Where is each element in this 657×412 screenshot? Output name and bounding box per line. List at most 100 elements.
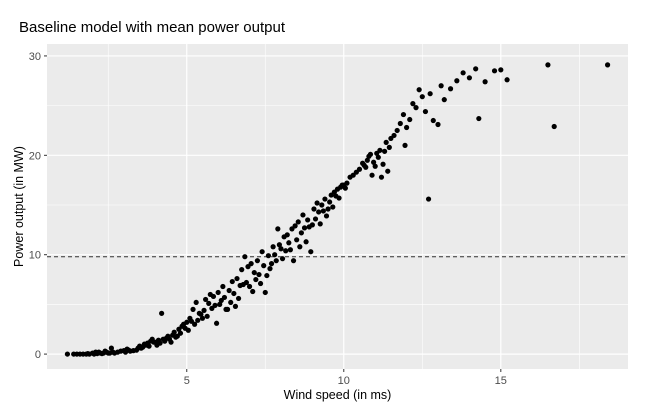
data-point: [168, 339, 174, 345]
data-point: [279, 256, 286, 262]
data-point: [364, 157, 370, 163]
data-point: [367, 151, 374, 157]
data-point: [498, 67, 504, 73]
data-point: [403, 124, 410, 131]
data-point: [301, 225, 308, 231]
data-point: [402, 142, 408, 148]
data-point: [204, 313, 210, 319]
data-point: [159, 310, 165, 316]
y-tick-label: 20: [29, 150, 41, 162]
data-point: [212, 302, 218, 308]
y-tick-label: 30: [29, 51, 41, 63]
data-point: [422, 108, 429, 115]
data-point: [369, 172, 375, 178]
data-point: [371, 159, 377, 165]
data-point: [298, 230, 304, 236]
data-point: [283, 248, 289, 254]
data-point: [215, 289, 221, 296]
data-point: [253, 276, 259, 283]
data-point: [250, 288, 256, 295]
x-tick-label: 15: [495, 375, 507, 387]
data-point: [482, 79, 488, 85]
data-point: [229, 278, 235, 285]
data-point: [427, 91, 433, 97]
data-point: [317, 221, 323, 227]
data-point: [438, 83, 444, 89]
data-point: [435, 121, 441, 128]
data-point: [447, 86, 454, 92]
data-point: [305, 217, 311, 223]
data-point: [290, 258, 297, 264]
data-point: [199, 315, 206, 321]
data-point: [473, 66, 479, 72]
x-tick-label: 5: [184, 375, 190, 387]
data-point: [391, 132, 397, 139]
data-point: [378, 174, 385, 180]
data-point: [309, 222, 315, 228]
data-point: [330, 204, 336, 210]
data-point: [604, 62, 611, 68]
data-point: [286, 240, 292, 246]
data-point: [386, 144, 392, 150]
data-point: [314, 200, 320, 206]
data-point: [303, 239, 309, 245]
data-point: [265, 253, 272, 259]
data-point: [228, 299, 234, 306]
data-point: [394, 127, 400, 134]
data-point: [382, 148, 388, 154]
x-tick-label: 10: [338, 375, 350, 387]
data-point: [267, 266, 273, 272]
x-axis-ticks: 5 10 15: [184, 369, 507, 387]
data-point: [220, 283, 226, 290]
data-point: [251, 269, 257, 276]
data-point: [416, 87, 422, 93]
data-point: [242, 254, 248, 260]
data-point: [239, 267, 245, 273]
data-point: [297, 244, 303, 250]
data-point: [460, 70, 466, 76]
data-point: [400, 111, 407, 118]
data-points: [64, 62, 611, 357]
data-point: [336, 195, 342, 201]
y-axis-ticks: 0 10 20 30: [29, 51, 47, 361]
data-point: [195, 317, 201, 323]
data-point: [551, 123, 557, 130]
y-tick-label: 10: [29, 250, 41, 262]
data-point: [312, 216, 319, 222]
data-point: [344, 180, 350, 186]
data-point: [232, 303, 239, 309]
data-point: [108, 345, 114, 351]
data-point: [363, 164, 369, 170]
data-point: [278, 246, 284, 252]
data-point: [202, 296, 209, 303]
data-point: [383, 139, 389, 145]
data-point: [146, 343, 152, 349]
data-point: [385, 168, 391, 174]
data-point: [397, 120, 403, 127]
data-point: [410, 101, 416, 107]
data-point: [273, 258, 279, 264]
data-point: [157, 340, 163, 346]
data-point: [262, 289, 268, 296]
data-point: [287, 247, 293, 253]
data-point: [319, 202, 325, 208]
minor-gridlines: [47, 44, 628, 369]
data-point: [320, 208, 326, 214]
data-point: [342, 185, 348, 191]
data-point: [372, 163, 378, 169]
plot-panel: [47, 44, 628, 369]
data-point: [292, 223, 298, 229]
data-point: [491, 68, 498, 74]
data-point: [466, 75, 473, 81]
data-point: [284, 232, 290, 238]
data-point: [210, 293, 217, 300]
data-point: [476, 115, 482, 122]
data-point: [430, 117, 436, 124]
data-point: [246, 283, 253, 290]
data-point: [268, 261, 275, 267]
data-point: [504, 77, 510, 83]
data-point: [311, 206, 317, 212]
data-point: [257, 280, 264, 287]
data-point: [270, 244, 276, 250]
data-point: [201, 307, 207, 313]
